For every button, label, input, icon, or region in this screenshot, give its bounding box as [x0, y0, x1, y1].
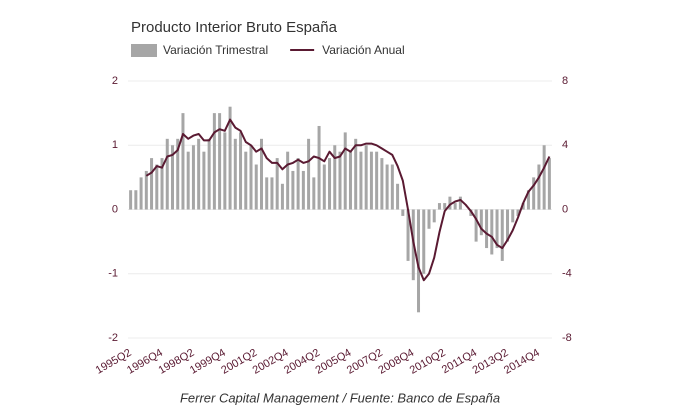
bar — [165, 138, 169, 210]
bar — [275, 158, 279, 210]
bar — [511, 209, 515, 223]
y-tick-label: 1 — [112, 139, 118, 151]
bar — [322, 164, 326, 210]
bar — [542, 145, 546, 210]
bar — [176, 138, 180, 210]
y2-tick-label: -8 — [562, 332, 572, 344]
bar — [453, 203, 457, 210]
y-tick-label: -2 — [108, 332, 118, 344]
bar — [375, 151, 379, 210]
y2-tick-label: -4 — [562, 268, 572, 280]
bar — [422, 209, 426, 274]
bar — [186, 151, 190, 210]
bar — [448, 196, 452, 210]
bar — [301, 170, 305, 210]
bar — [516, 209, 520, 216]
legend-label: Variación Anual — [322, 43, 405, 57]
bar — [354, 138, 358, 210]
bar — [406, 209, 410, 261]
x-tick-label: 2014Q4 — [502, 347, 542, 377]
bar — [526, 190, 530, 210]
bar — [181, 113, 185, 210]
bar — [259, 138, 263, 210]
bar — [485, 209, 489, 249]
bar — [390, 164, 394, 210]
bar — [537, 164, 541, 210]
bar — [343, 132, 347, 210]
bar — [474, 209, 478, 242]
bar — [490, 209, 494, 255]
y2-tick-label: 4 — [562, 139, 568, 151]
bar — [385, 164, 389, 210]
source: Ferrer Capital Management / Fuente: Banc… — [180, 390, 500, 405]
bar — [479, 209, 483, 236]
bar — [291, 170, 295, 210]
legend-swatch — [131, 44, 157, 57]
bar — [134, 190, 138, 210]
y2-tick-label: 0 — [562, 203, 568, 215]
bar — [547, 158, 551, 210]
bar — [401, 209, 405, 216]
bar — [244, 151, 248, 210]
bar — [317, 125, 321, 210]
bar — [270, 177, 274, 210]
bar — [432, 209, 436, 223]
bar — [155, 164, 159, 210]
bar — [364, 145, 368, 210]
bar — [458, 196, 462, 210]
bar — [380, 158, 384, 210]
bar — [369, 151, 373, 210]
bar — [443, 203, 447, 210]
bar — [223, 132, 227, 210]
bar — [239, 132, 243, 210]
bar — [254, 164, 258, 210]
bar — [500, 209, 504, 261]
bar — [249, 145, 253, 210]
bar — [218, 113, 222, 210]
bar — [139, 177, 143, 210]
bar — [191, 145, 195, 210]
line — [145, 118, 551, 282]
bar — [212, 113, 216, 210]
bar — [197, 138, 201, 210]
y-tick-label: 0 — [112, 203, 118, 215]
bar — [233, 138, 237, 210]
bar — [437, 203, 441, 210]
bar — [359, 151, 363, 210]
bar — [228, 106, 232, 210]
bar — [286, 151, 290, 210]
bar — [427, 209, 431, 229]
bar — [296, 158, 300, 210]
bar — [144, 170, 148, 210]
y2-tick-label: 8 — [562, 75, 568, 87]
bar — [265, 177, 269, 210]
chart-title: Producto Interior Bruto España — [131, 19, 338, 36]
bar — [532, 177, 536, 210]
bar — [160, 158, 164, 210]
bar — [307, 138, 311, 210]
bar — [396, 183, 400, 210]
bar — [495, 209, 499, 249]
bar — [506, 209, 510, 242]
bar — [280, 183, 284, 210]
bar — [202, 151, 206, 210]
y-tick-label: -1 — [108, 268, 118, 280]
bar — [312, 177, 316, 210]
bar — [348, 151, 352, 210]
bar — [328, 158, 332, 210]
bar — [417, 209, 421, 313]
bar — [521, 203, 525, 210]
bar — [207, 138, 211, 210]
legend-label: Variación Trimestral — [163, 43, 268, 57]
bar — [170, 145, 174, 210]
x-tick-label: 2010Q2 — [408, 347, 448, 377]
y-tick-label: 2 — [112, 75, 118, 87]
bar — [129, 190, 133, 210]
bar — [333, 145, 337, 210]
bar — [338, 151, 342, 210]
bar — [150, 158, 154, 210]
